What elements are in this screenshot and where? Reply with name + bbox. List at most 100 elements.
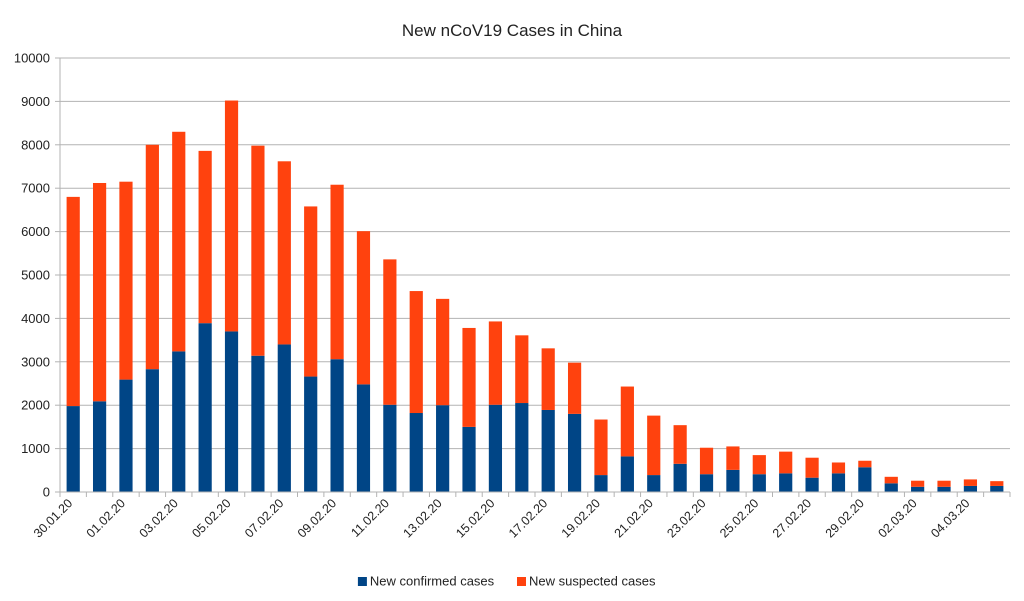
bar-confirmed-10.02.20 [356,384,371,492]
bar-confirmed-20.02.20 [620,456,634,492]
bar-confirmed-03.03.20 [937,486,951,492]
x-tick-label-07.02.20: 07.02.20 [242,496,286,540]
bar-confirmed-04.02.20 [198,323,212,492]
bar-suspected-04.02.20 [198,150,212,324]
x-tick-label-13.02.20: 13.02.20 [400,496,444,540]
bar-suspected-18.02.20 [567,362,582,414]
bar-confirmed-14.02.20 [462,426,476,492]
bar-suspected-23.02.20 [699,447,714,475]
axes [59,58,1011,497]
bar-suspected-06.02.20 [251,145,265,356]
x-tick-label-29.02.20: 29.02.20 [823,496,867,540]
bar-confirmed-21.02.20 [647,475,661,492]
bar-suspected-07.02.20 [277,161,291,345]
bar-confirmed-19.02.20 [594,475,608,492]
bar-suspected-01.02.20 [119,181,133,380]
x-tick-label-15.02.20: 15.02.20 [453,496,497,540]
bar-confirmed-25.02.20 [752,474,766,492]
bar-confirmed-16.02.20 [515,403,529,492]
bar-confirmed-17.02.20 [541,409,555,492]
bar-suspected-30.01.20 [66,196,80,407]
bars [66,100,1004,492]
bar-suspected-02.03.20 [911,480,925,487]
bar-confirmed-23.02.20 [699,474,714,492]
legend-label-0: New confirmed cases [370,574,495,589]
x-tick-label-19.02.20: 19.02.20 [559,496,603,540]
bar-suspected-05.02.20 [224,100,239,332]
x-axis-tick-labels: 30.01.20 01.02.20 03.02.20 05.02.20 07.02.20… [31,496,973,540]
x-tick-label-09.02.20: 09.02.20 [295,496,339,540]
bar-confirmed-09.02.20 [330,359,344,492]
bar-confirmed-22.02.20 [673,463,687,492]
bar-confirmed-07.02.20 [277,344,291,492]
bar-suspected-24.02.20 [726,446,740,470]
bar-suspected-19.02.20 [594,419,608,476]
bar-confirmed-24.02.20 [726,469,740,492]
bar-suspected-26.02.20 [779,451,793,474]
x-tick-label-27.02.20: 27.02.20 [770,496,814,540]
bar-suspected-13.02.20 [436,298,450,406]
bar-confirmed-31.01.20 [92,401,107,492]
bar-confirmed-30.01.20 [66,406,80,492]
bar-confirmed-05.03.20 [990,485,1004,492]
y-tick-label-5: 5000 [21,268,50,283]
x-tick-label-11.02.20: 11.02.20 [348,496,392,540]
bar-confirmed-13.02.20 [436,405,450,492]
x-tick-label-17.02.20: 17.02.20 [506,496,550,540]
bar-confirmed-29.02.20 [858,467,872,492]
y-tick-label-10: 10000 [14,51,50,66]
bar-suspected-08.02.20 [304,206,318,377]
bar-confirmed-03.02.20 [172,351,186,492]
bar-suspected-10.02.20 [356,231,371,385]
bar-suspected-05.03.20 [990,481,1004,486]
bar-suspected-17.02.20 [541,348,555,410]
bar-confirmed-02.02.20 [145,369,159,492]
bar-confirmed-18.02.20 [567,413,582,492]
bar-suspected-03.03.20 [937,480,951,487]
x-tick-label-23.02.20: 23.02.20 [664,496,708,540]
chart-title: New nCoV19 Cases in China [402,21,623,40]
bar-suspected-16.02.20 [515,335,529,404]
y-tick-label-3: 3000 [21,354,50,369]
x-tick-label-04.03.20: 04.03.20 [928,496,972,540]
y-tick-label-1: 1000 [21,441,50,456]
bar-suspected-03.02.20 [172,131,186,352]
y-tick-label-0: 0 [43,485,50,500]
bar-confirmed-01.02.20 [119,379,133,492]
bar-suspected-14.02.20 [462,327,476,427]
bar-suspected-11.02.20 [383,259,397,405]
bar-suspected-09.02.20 [330,184,344,360]
gridlines [55,57,1010,493]
x-tick-label-05.02.20: 05.02.20 [189,496,233,540]
legend-swatch-1 [517,577,526,586]
bar-suspected-31.01.20 [92,182,107,402]
y-tick-label-2: 2000 [21,398,50,413]
x-tick-label-25.02.20: 25.02.20 [717,496,761,540]
x-tick-label-01.02.20: 01.02.20 [84,496,128,540]
bar-suspected-21.02.20 [647,415,661,476]
y-tick-label-4: 4000 [21,311,50,326]
bar-suspected-22.02.20 [673,425,687,464]
bar-confirmed-11.02.20 [383,404,397,492]
y-tick-label-8: 8000 [21,137,50,152]
y-tick-label-6: 6000 [21,224,50,239]
x-tick-label-21.02.20: 21.02.20 [612,496,656,540]
bar-suspected-01.03.20 [884,476,898,484]
bar-confirmed-05.02.20 [224,331,239,492]
bar-suspected-04.03.20 [963,479,978,486]
bar-confirmed-04.03.20 [963,485,978,492]
bar-suspected-15.02.20 [488,321,503,405]
legend-label-1: New suspected cases [529,574,656,589]
y-tick-label-7: 7000 [21,181,50,196]
legend-swatch-0 [357,577,367,586]
bar-suspected-27.02.20 [805,457,819,478]
bar-suspected-25.02.20 [752,455,766,475]
y-tick-label-9: 9000 [21,94,50,109]
bar-suspected-20.02.20 [620,386,634,457]
bar-confirmed-26.02.20 [779,473,793,492]
x-tick-label-03.02.20: 03.02.20 [137,496,181,540]
bar-suspected-12.02.20 [409,291,423,414]
y-axis-tick-labels: 0 1000 2000 3000 4000 5000 6000 7000 8000 9000 100… [14,51,50,500]
bar-confirmed-06.02.20 [251,355,265,492]
